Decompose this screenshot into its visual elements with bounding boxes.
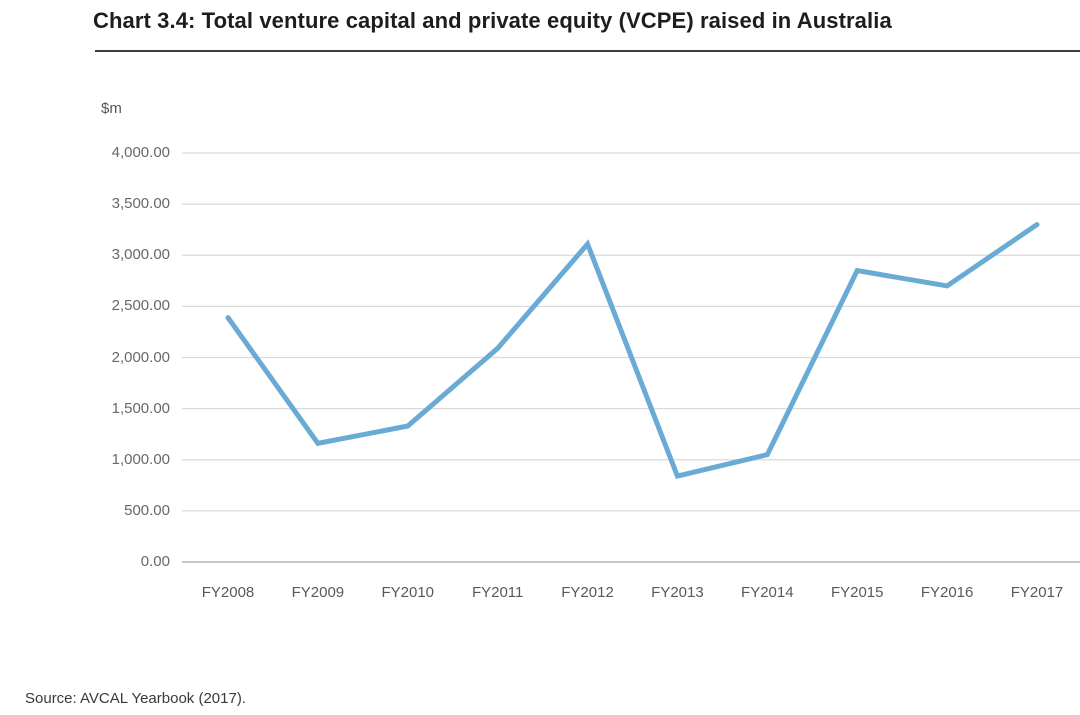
- title-rule-divider: [95, 50, 1080, 52]
- y-tick-label: 1,000.00: [111, 450, 170, 468]
- y-tick-label: 3,500.00: [111, 195, 170, 213]
- y-axis-unit-label: $m: [101, 100, 122, 117]
- x-tick-label: FY2010: [381, 584, 435, 601]
- x-tick-label: FY2014: [741, 584, 794, 601]
- x-tick-label: FY2013: [651, 584, 704, 601]
- x-tick-label: FY2008: [201, 584, 255, 601]
- y-tick-label: 2,000.00: [111, 348, 170, 366]
- x-tick-label: FY2012: [561, 584, 614, 601]
- y-tick-label: 500.00: [124, 501, 170, 519]
- y-tick-label: 0.00: [140, 553, 170, 570]
- chart-title: Chart 3.4: Total venture capital and pri…: [93, 8, 892, 33]
- y-tick-label: 3,000.00: [111, 246, 170, 264]
- y-tick-label: 2,500.00: [111, 297, 170, 315]
- x-tick-label: FY2016: [920, 584, 974, 601]
- source-text: Source: AVCAL Yearbook (2017).: [25, 690, 246, 707]
- series-line-vcpe-raised: [225, 222, 1040, 480]
- y-tick-label: 1,500.00: [111, 399, 170, 417]
- y-tick-label: 4,000.00: [111, 144, 170, 161]
- x-tick-label: FY2011: [471, 584, 524, 601]
- x-tick-label: FY2015: [830, 584, 884, 601]
- x-tick-label: FY2009: [291, 584, 345, 601]
- x-tick-label: FY2017: [1010, 584, 1064, 601]
